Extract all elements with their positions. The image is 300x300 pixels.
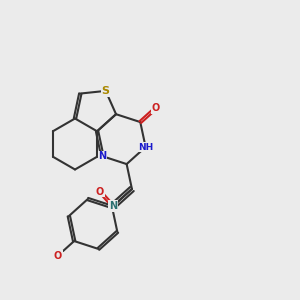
Text: O: O (152, 103, 160, 113)
Text: O: O (54, 250, 62, 260)
Text: N: N (98, 151, 106, 161)
Text: N: N (109, 201, 117, 211)
Text: O: O (96, 187, 104, 196)
Text: NH: NH (138, 142, 153, 152)
Text: S: S (102, 86, 110, 96)
